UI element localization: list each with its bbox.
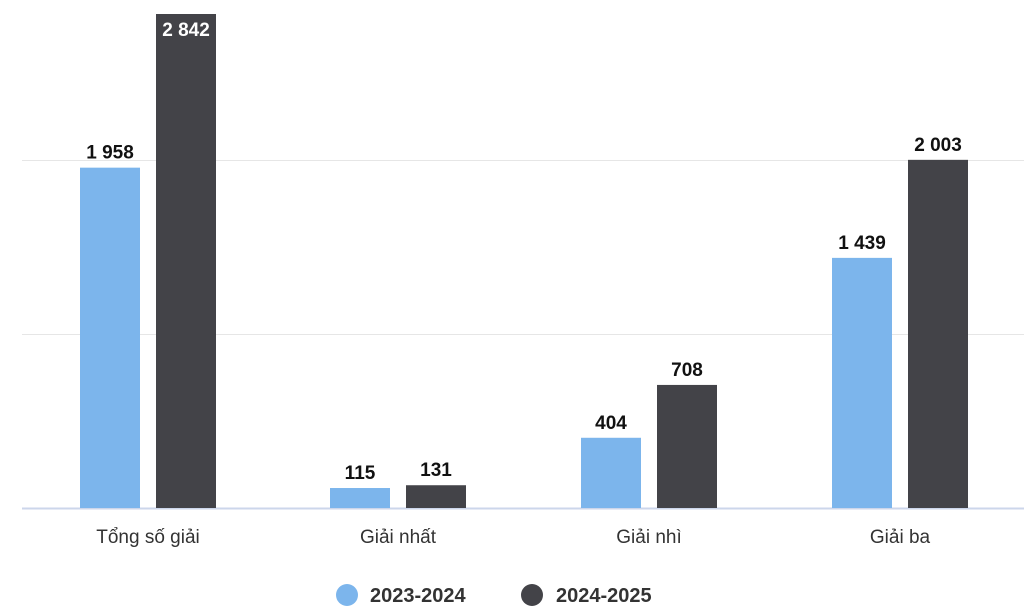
bar-2024-2025-3 — [908, 159, 968, 508]
category-label: Giải nhì — [616, 527, 681, 548]
data-label: 1 958 — [86, 143, 134, 164]
bars — [80, 14, 968, 508]
legend-label: 2024-2025 — [556, 585, 652, 607]
bar-2024-2025-1 — [406, 485, 466, 508]
data-label: 2 003 — [914, 135, 962, 156]
data-label: 1 439 — [838, 233, 886, 254]
legend: 2023-2024 2024-2025 — [336, 584, 652, 607]
data-label: 131 — [420, 460, 452, 481]
data-label: 2 842 — [162, 20, 210, 41]
data-labels: 1 958 2 842 115 131 404 708 1 439 2 003 — [86, 20, 962, 484]
legend-item[interactable]: 2024-2025 — [521, 584, 652, 607]
category-labels: Tổng số giải Giải nhất Giải nhì Giải ba — [96, 527, 930, 548]
bar-2023-2024-1 — [330, 488, 390, 508]
bar-2023-2024-2 — [581, 437, 641, 508]
legend-label: 2023-2024 — [370, 585, 467, 607]
category-label: Tổng số giải — [96, 527, 200, 548]
data-label: 404 — [595, 413, 627, 434]
bar-2023-2024-3 — [832, 257, 892, 508]
category-label: Giải ba — [870, 527, 931, 548]
category-label: Giải nhất — [360, 527, 437, 548]
legend-marker — [521, 584, 543, 606]
legend-marker — [336, 584, 358, 606]
data-label: 708 — [671, 360, 703, 381]
legend-item[interactable]: 2023-2024 — [336, 584, 467, 607]
bar-2024-2025-0 — [156, 14, 216, 508]
bar-2023-2024-0 — [80, 167, 140, 508]
bar-2024-2025-2 — [657, 384, 717, 508]
data-label: 115 — [345, 463, 376, 484]
